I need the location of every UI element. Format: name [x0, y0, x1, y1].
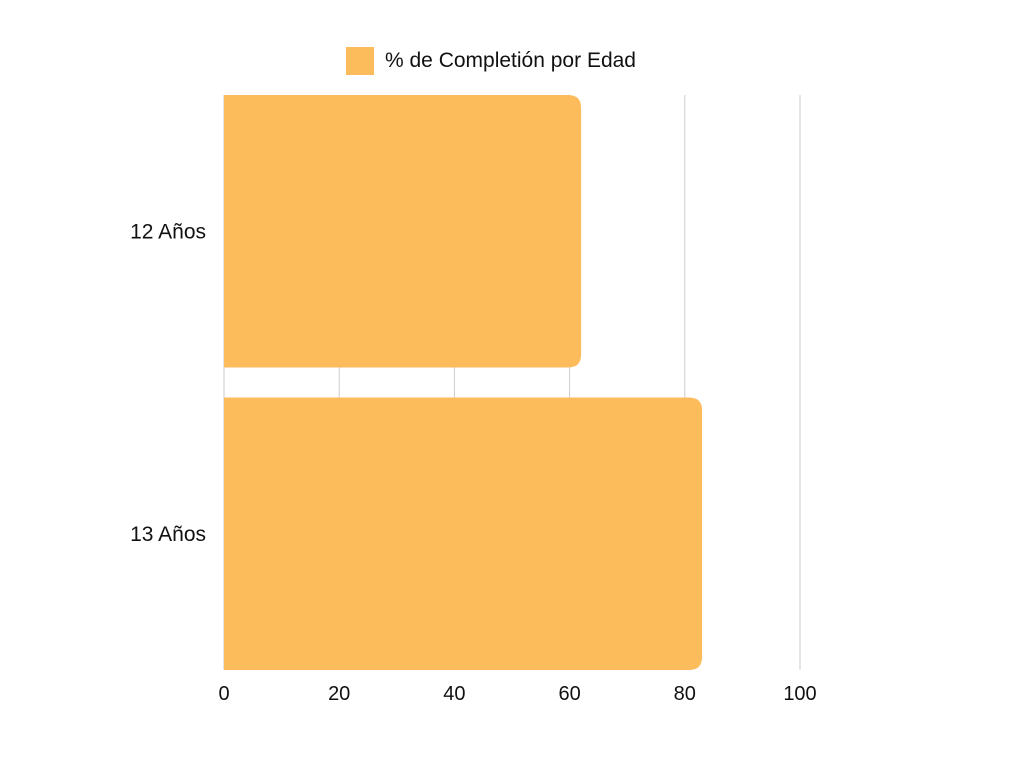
- legend-swatch: [346, 47, 374, 75]
- x-tick-label-100: 100: [783, 683, 816, 705]
- legend[interactable]: % de Completión por Edad: [346, 47, 636, 75]
- x-tick-label-20: 20: [328, 683, 350, 705]
- category-label-1: 12 Años: [130, 220, 206, 243]
- x-tick-labels: 0 20 40 60 80 100: [218, 683, 816, 705]
- bars: [224, 95, 703, 671]
- bar-2[interactable]: [224, 397, 703, 671]
- legend-label: % de Completión por Edad: [385, 49, 636, 72]
- x-tick-label-40: 40: [443, 683, 465, 705]
- category-label-2: 13 Años: [130, 523, 206, 546]
- bar-1[interactable]: [224, 95, 582, 368]
- x-tick-label-80: 80: [674, 683, 696, 705]
- category-labels: 12 Años 13 Años: [130, 220, 206, 546]
- x-tick-label-0: 0: [218, 683, 229, 705]
- x-tick-label-60: 60: [558, 683, 580, 705]
